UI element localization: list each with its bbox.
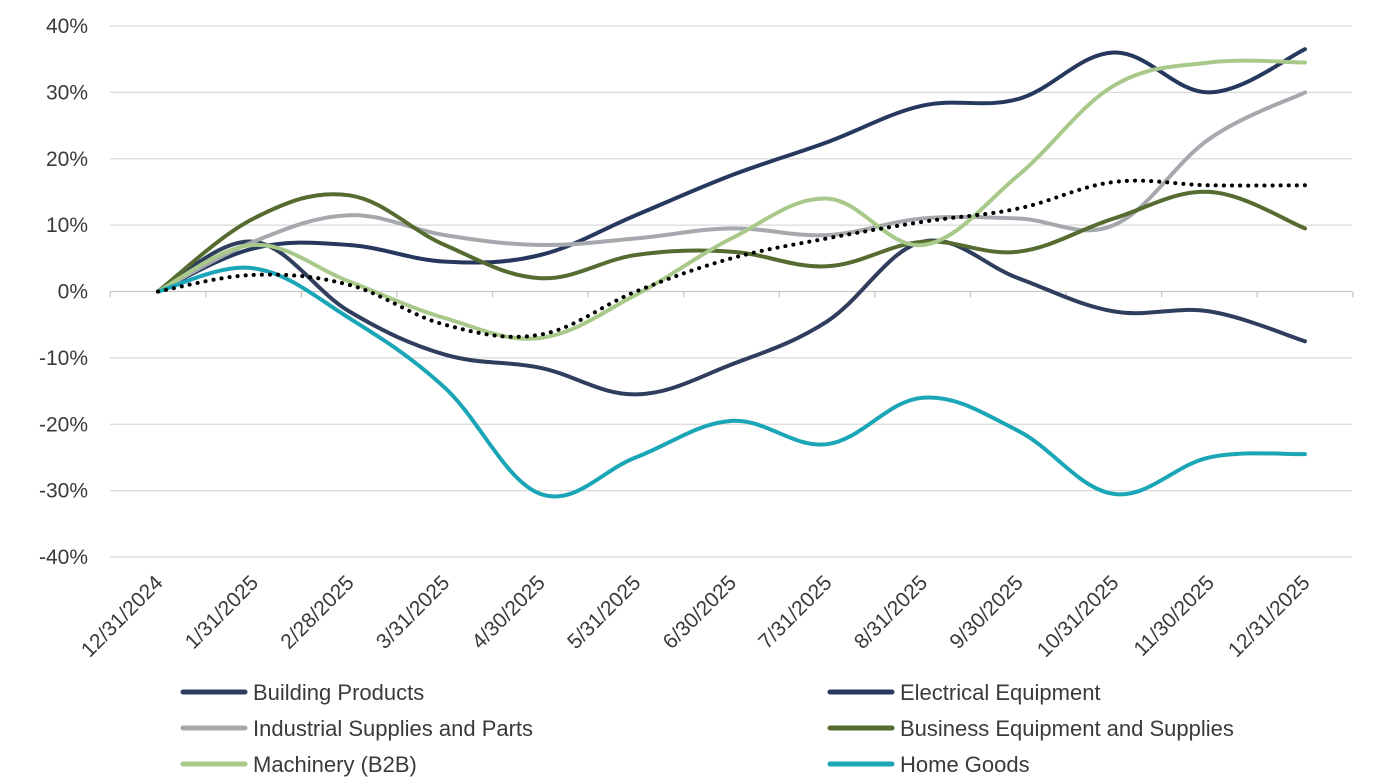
y-tick-label: -30% <box>39 480 88 503</box>
x-tick-label: 2/28/2025 <box>276 571 358 653</box>
legend-label-home-goods: Home Goods <box>900 752 1030 777</box>
x-tick-label: 5/31/2025 <box>563 571 645 653</box>
y-tick-label: -40% <box>39 546 88 569</box>
y-tick-label: 40% <box>46 15 88 38</box>
y-tick-label: -10% <box>39 347 88 370</box>
x-tick-label: 4/30/2025 <box>468 571 550 653</box>
legend-label-building-products: Building Products <box>253 680 424 705</box>
series-line-home-goods <box>156 265 1307 499</box>
y-axis-tick-labels: 40% 30% 20% 10% 0% -10% -20% -30% -40% <box>39 15 88 569</box>
x-tick-label: 9/30/2025 <box>945 571 1027 653</box>
legend-label-electrical-equipment: Electrical Equipment <box>900 680 1101 705</box>
y-tick-label: 30% <box>46 81 88 104</box>
series-line-electrical-equipment <box>156 47 1307 294</box>
series-line-building-products <box>156 238 1307 397</box>
x-tick-label: 12/31/2025 <box>1224 571 1315 662</box>
x-tick-label: 7/31/2025 <box>754 571 836 653</box>
legend: Building Products Electrical Equipment Ind… <box>180 680 1234 777</box>
x-tick-label: 6/30/2025 <box>659 571 741 653</box>
x-tick-label: 8/31/2025 <box>850 571 932 653</box>
gridlines <box>109 25 1354 558</box>
y-tick-label: 20% <box>46 148 88 171</box>
series-line-industrial-supplies-and-parts <box>156 90 1307 294</box>
series-lines <box>156 47 1307 499</box>
legend-label-machinery-b2b: Machinery (B2B) <box>253 752 417 777</box>
x-tick-label: 1/31/2025 <box>181 571 263 653</box>
x-tick-label: 10/31/2025 <box>1033 571 1124 662</box>
y-tick-label: 10% <box>46 214 88 237</box>
y-tick-label: -20% <box>39 413 88 436</box>
x-tick-label: 11/30/2025 <box>1129 571 1218 660</box>
x-tick-label: 3/31/2025 <box>372 571 454 653</box>
x-axis-tick-labels: 12/31/2024 1/31/2025 2/28/2025 3/31/2025 4/3… <box>77 571 1315 662</box>
x-tick-label: 12/31/2024 <box>77 571 168 662</box>
series-line-average-dotted <box>156 178 1307 339</box>
series-line-machinery-b2b <box>156 58 1307 341</box>
legend-label-industrial-supplies-and-parts: Industrial Supplies and Parts <box>253 716 533 741</box>
y-tick-label: 0% <box>58 281 88 304</box>
series-line-business-equipment-and-supplies <box>156 189 1307 294</box>
legend-label-business-equipment-and-supplies: Business Equipment and Supplies <box>900 716 1234 741</box>
